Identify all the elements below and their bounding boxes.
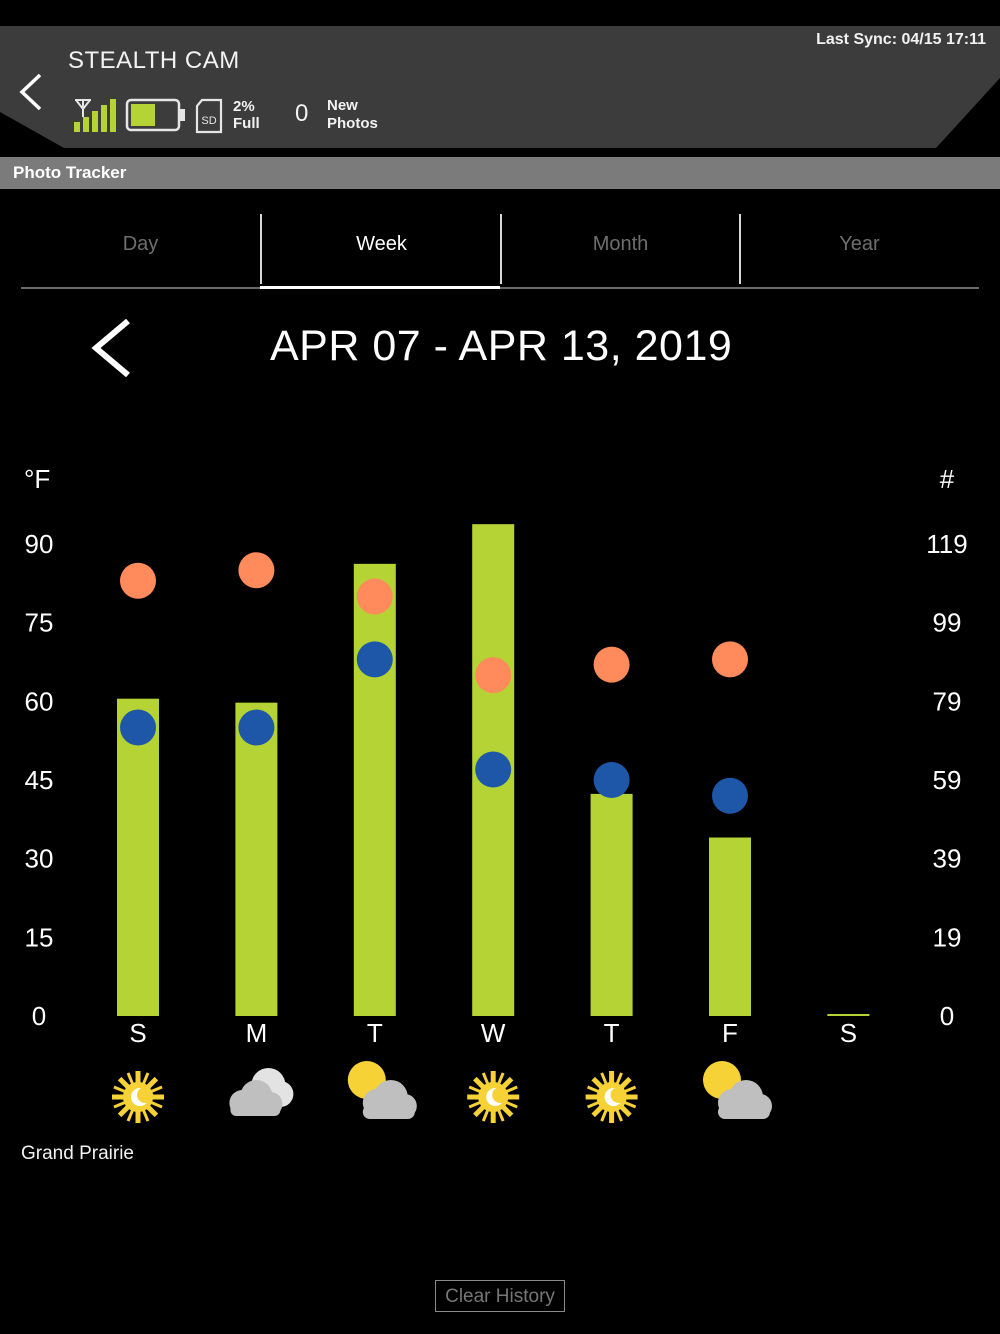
tab-divider (260, 214, 262, 284)
tab-divider (500, 214, 502, 284)
left-tick-label: 75 (25, 608, 54, 638)
back-icon[interactable] (16, 72, 44, 112)
sd-percent: 2% (233, 98, 255, 115)
tab-year[interactable]: Year (839, 233, 880, 255)
tab-day[interactable]: Day (122, 233, 159, 255)
sd-card-icon: SD (195, 98, 223, 134)
photo-bar (117, 698, 159, 1016)
left-tick-label: 60 (25, 686, 54, 716)
right-axis-title: # (940, 464, 955, 494)
day-label: F (722, 1018, 738, 1048)
active-tab-indicator (260, 286, 500, 289)
day-label: S (129, 1018, 146, 1048)
date-range-title: APR 07 - APR 13, 2019 (270, 322, 733, 370)
left-tick-label: 45 (25, 765, 54, 795)
previous-week-icon[interactable] (88, 317, 134, 379)
section-title: Photo Tracker (13, 163, 127, 182)
photo-bar (235, 702, 278, 1016)
right-tick-label: 59 (933, 765, 962, 795)
left-axis-title: °F (24, 464, 50, 494)
tab-divider (739, 214, 741, 284)
low-temp-dot (238, 709, 275, 746)
high-temp-dot (356, 578, 393, 615)
last-sync: Last Sync: 04/15 17:11 (816, 31, 986, 48)
tab-week[interactable]: Week (356, 233, 407, 255)
partly-cloudy-icon (347, 1061, 417, 1119)
right-tick-label: 99 (933, 608, 962, 638)
photo-weather-chart: °F #90 75 60 45 30 15 0 119 99 79 59 39 19 0 S M T W T F S (24, 464, 968, 1123)
photo-bar (590, 793, 633, 1016)
new-photos-label-line2: Photos (327, 115, 378, 132)
new-photos-label: New Photos (327, 97, 378, 133)
partly-cloudy-icon (703, 1061, 772, 1119)
low-temp-dot (712, 777, 748, 814)
photo-bar (709, 837, 751, 1016)
left-tick-label: 90 (25, 529, 54, 559)
right-tick-label: 39 (933, 844, 962, 874)
low-temp-dot (356, 641, 393, 678)
day-label: M (246, 1018, 268, 1048)
high-temp-dot (120, 562, 156, 599)
sd-label: Full (233, 115, 260, 132)
new-photos-count: 0 (295, 100, 309, 127)
tab-underline (21, 287, 979, 289)
day-label: T (604, 1018, 620, 1048)
right-tick-label: 119 (926, 529, 967, 559)
location-label: Grand Prairie (21, 1143, 134, 1164)
sun-icon (467, 1071, 520, 1123)
clear-history-button[interactable]: Clear History (435, 1280, 565, 1312)
day-label: T (367, 1018, 383, 1048)
svg-text:SD: SD (201, 115, 216, 127)
battery-icon (125, 98, 185, 132)
section-bar: Photo Tracker (0, 157, 1000, 189)
left-tick-label: 15 (25, 922, 54, 952)
high-temp-dot (238, 552, 275, 589)
period-tabs: Day Week Month Year (21, 212, 979, 290)
left-tick-label: 30 (25, 844, 54, 874)
signal-icon (74, 99, 116, 132)
low-temp-dot (120, 709, 156, 746)
tab-month[interactable]: Month (592, 233, 649, 255)
high-temp-dot (712, 641, 748, 678)
day-label: W (481, 1018, 506, 1048)
right-tick-label: 19 (933, 922, 962, 952)
photo-bar (353, 563, 396, 1016)
header-bar (0, 26, 1000, 148)
high-temp-dot (593, 646, 630, 683)
sun-icon (112, 1071, 164, 1123)
right-tick-label: 0 (940, 1001, 954, 1031)
low-temp-dot (593, 762, 630, 798)
photo-bar (827, 1014, 870, 1016)
day-label: S (840, 1018, 857, 1048)
high-temp-dot (475, 657, 512, 694)
device-name: STEALTH CAM (68, 47, 240, 74)
cloud-icon (229, 1068, 294, 1116)
left-tick-label: 0 (32, 1001, 46, 1031)
new-photos-label-line1: New (327, 97, 358, 114)
low-temp-dot (475, 751, 512, 788)
sd-usage: 2% Full (233, 98, 260, 132)
right-tick-label: 79 (933, 686, 962, 716)
sun-icon (585, 1071, 638, 1123)
